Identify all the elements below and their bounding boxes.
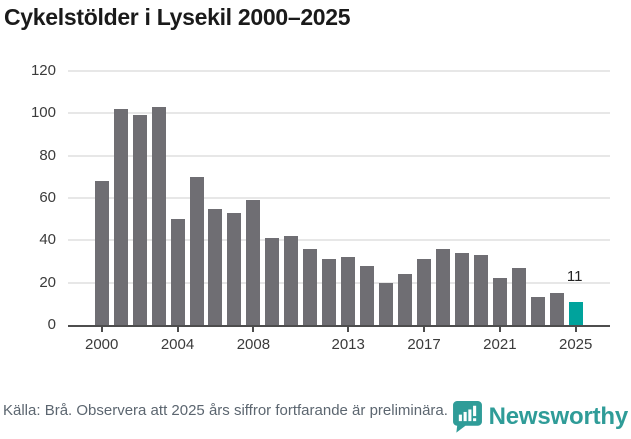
x-axis-tick-label: 2004 <box>160 336 195 353</box>
bar-2011 <box>303 248 318 325</box>
x-axis-tick-label: 2013 <box>331 336 365 353</box>
newsworthy-logo: Newsworthy <box>452 401 629 433</box>
value-label-2025: 11 <box>566 268 583 285</box>
bar-2005 <box>189 176 204 325</box>
bar-2018 <box>435 248 450 325</box>
bar-2007 <box>227 212 242 325</box>
y-axis-tick-label: 60 <box>39 189 56 206</box>
y-axis-tick-label: 80 <box>39 146 56 164</box>
bar-2025 <box>568 301 583 325</box>
bar-2022 <box>511 267 526 325</box>
bar-2024 <box>549 293 564 325</box>
gridline-y-120 <box>68 70 610 72</box>
bar-2020 <box>473 255 488 325</box>
bar-2021 <box>492 278 507 325</box>
bar-chart-plot <box>68 70 610 327</box>
bar-2014 <box>360 265 375 325</box>
x-axis-tick-label: 2000 <box>85 336 119 353</box>
x-axis-tick-label: 2017 <box>407 336 441 353</box>
bar-2017 <box>417 259 432 325</box>
bar-2009 <box>265 238 280 325</box>
gridline-y-40 <box>68 239 610 242</box>
bar-2015 <box>379 282 394 325</box>
x-axis-line <box>68 325 610 327</box>
y-axis-tick-label: 20 <box>39 273 56 291</box>
bar-2010 <box>284 236 299 325</box>
x-axis-tick-2017 <box>423 325 426 332</box>
bar-2019 <box>454 253 469 325</box>
newsworthy-logo-text: Newsworthy <box>488 403 629 430</box>
gridline-y-80 <box>68 154 610 157</box>
bar-2008 <box>246 200 261 325</box>
bar-2004 <box>170 219 185 325</box>
gridline-y-20 <box>68 281 610 284</box>
y-axis-tick-label: 0 <box>47 316 56 333</box>
x-axis-tick-2013 <box>347 325 350 332</box>
bar-2012 <box>322 259 337 325</box>
bar-2006 <box>208 208 223 325</box>
y-axis-tick-label: 40 <box>39 231 56 249</box>
x-axis-tick-2025 <box>574 325 577 332</box>
source-note: Källa: Brå. Observera att 2025 års siffr… <box>3 402 448 419</box>
newsworthy-chart-bubble-icon <box>452 401 482 433</box>
x-axis-tick-2008 <box>252 325 255 332</box>
gridline-y-100 <box>68 112 610 115</box>
y-axis-tick-label: 120 <box>30 62 56 79</box>
bar-2013 <box>341 257 356 325</box>
bar-2000 <box>94 181 109 325</box>
x-axis-tick-label: 2021 <box>483 336 517 353</box>
x-axis-tick-2004 <box>176 325 179 332</box>
x-axis-tick-label: 2025 <box>559 336 593 353</box>
x-axis-tick-2021 <box>498 325 501 332</box>
x-axis-tick-label: 2008 <box>236 336 271 353</box>
y-axis-tick-label: 100 <box>30 104 56 122</box>
bar-2016 <box>398 274 413 325</box>
bar-2023 <box>530 297 545 325</box>
bar-2003 <box>151 106 166 325</box>
bar-2001 <box>113 109 128 325</box>
x-axis-tick-2000 <box>100 325 103 332</box>
bar-2002 <box>132 115 147 325</box>
gridline-y-60 <box>68 197 610 199</box>
chart-title: Cykelstölder i Lysekil 2000–2025 <box>4 4 351 30</box>
